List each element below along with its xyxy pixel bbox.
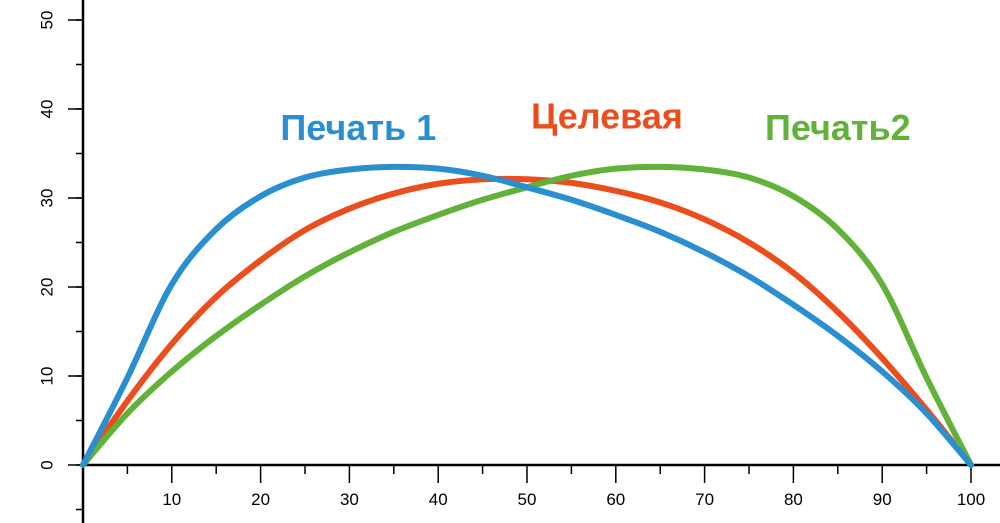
x-tick-label: 10 [162,490,181,509]
x-tick-label: 100 [957,490,985,509]
x-tick-label: 30 [340,490,359,509]
y-tick-label: 20 [37,278,56,297]
series-lines [80,163,974,468]
y-tick-label: 40 [37,100,56,119]
x-tick-label: 80 [784,490,803,509]
series-label-2: Целевая [531,96,683,137]
x-tick-label: 70 [695,490,714,509]
series-line-2 [80,175,974,468]
x-tick-label: 90 [873,490,892,509]
y-tick-label: 0 [37,460,56,469]
y-tick-label: 10 [37,367,56,386]
x-tick-label: 20 [251,490,270,509]
series-line-3 [80,163,974,468]
y-axis: 0 10 20 30 40 50 [37,0,85,523]
series-label-1: Печать 1 [280,107,436,148]
x-tick-label: 50 [518,490,537,509]
y-tick-label: 30 [37,189,56,208]
series-label-3: Печать2 [765,107,911,148]
x-tick-label: 40 [429,490,448,509]
series-line-1 [80,163,974,468]
x-axis: 10 20 30 40 50 60 70 80 90 100 [83,463,1000,509]
y-tick-label: 50 [37,11,56,30]
x-tick-label: 60 [606,490,625,509]
series-labels: Печать 1 Целевая Печать2 [280,96,910,149]
